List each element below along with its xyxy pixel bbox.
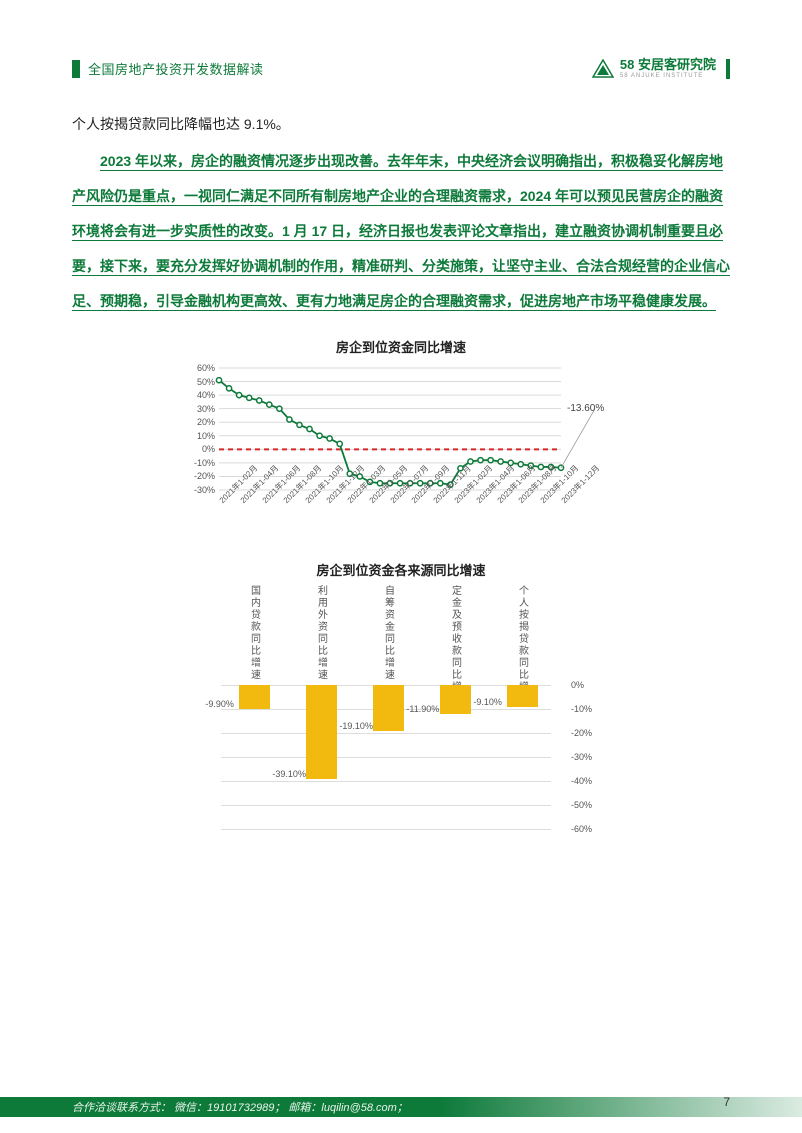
page-number: 7 [723,1095,730,1109]
footer-contact: 合作洽谈联系方式： 微信：19101732989； 邮箱：luqilin@58.… [0,1097,802,1117]
page-footer: 7 合作洽谈联系方式： 微信：19101732989； 邮箱：luqilin@5… [0,1097,802,1133]
line-chart-ytick: -20% [185,471,215,481]
bar-chart-ytick: -30% [571,752,592,762]
bar-chart-bar [373,685,403,731]
logo-icon [592,59,614,79]
line-chart-title: 房企到位资金同比增速 [72,337,730,356]
header-right-bar [726,59,730,79]
line-chart-ytick: 40% [185,390,215,400]
bar-chart-bar [239,685,269,709]
bar-chart-title: 房企到位资金各来源同比增速 [72,560,730,579]
emphasis-paragraph: 2023 年以来，房企的融资情况逐步出现改善。去年年末，中央经济会议明确指出，积… [72,144,730,319]
line-chart-ytick: 10% [185,431,215,441]
logo-main: 58 安居客研究院 [620,58,716,71]
bar-chart-category-label: 利用外资同比增速 [316,585,327,681]
bar-chart-value-label: -39.10% [272,769,306,779]
line-chart-ytick: 20% [185,417,215,427]
logo-sub: 58 ANJUKE INSTITUTE [620,73,716,79]
body-text: 个人按揭贷款同比降幅也达 9.1%。 2023 年以来，房企的融资情况逐步出现改… [72,107,730,319]
header-accent-bar [72,60,80,78]
bar-chart-ytick: -10% [571,704,592,714]
logo-text: 58 安居客研究院 58 ANJUKE INSTITUTE [620,58,716,79]
bar-chart-gridline [221,805,551,806]
bar-chart-gridline [221,829,551,830]
bar-chart-ytick: -20% [571,728,592,738]
bar-chart-ytick: -60% [571,824,592,834]
bar-chart-value-label: -19.10% [339,721,373,731]
bar-chart-ytick: -40% [571,776,592,786]
line-chart-ytick: 0% [185,444,215,454]
bar-chart: 0% -10% -20% -30% -40% -50% -60% 国内贷款同比增速 -9.90%… [181,585,621,835]
line-chart: -30%-20%-10%0%10%20%30%40%50%60%2021年1-0… [181,362,621,542]
bar-chart-value-label: -9.10% [473,697,502,707]
bar-chart-bar [507,685,537,707]
line-chart-ytick: 30% [185,404,215,414]
doc-title: 全国房地产投资开发数据解读 [88,59,264,78]
bar-chart-ytick: -50% [571,800,592,810]
bar-chart-gridline [221,757,551,758]
bar-chart-gridline [221,781,551,782]
header-left: 全国房地产投资开发数据解读 [72,59,264,78]
bar-chart-value-label: -11.90% [406,704,439,714]
line-chart-ytick: 50% [185,377,215,387]
line-chart-ytick: 60% [185,363,215,373]
bar-chart-bar [306,685,336,779]
bar-chart-category-label: 自筹资金同比增速 [383,585,394,681]
bar-chart-category-label: 国内贷款同比增速 [249,585,260,681]
bar-chart-ytick: 0% [571,680,584,690]
bar-chart-gridline [221,733,551,734]
header-right: 58 安居客研究院 58 ANJUKE INSTITUTE [592,58,730,79]
line-chart-callout: -13.60% [567,403,604,414]
line-chart-ytick: -30% [185,485,215,495]
bar-chart-bar [440,685,470,714]
line-chart-ytick: -10% [185,458,215,468]
intro-line: 个人按揭贷款同比降幅也达 9.1%。 [72,107,730,142]
bar-chart-value-label: -9.90% [205,699,234,709]
page-header: 全国房地产投资开发数据解读 58 安居客研究院 58 ANJUKE INSTIT… [72,58,730,79]
